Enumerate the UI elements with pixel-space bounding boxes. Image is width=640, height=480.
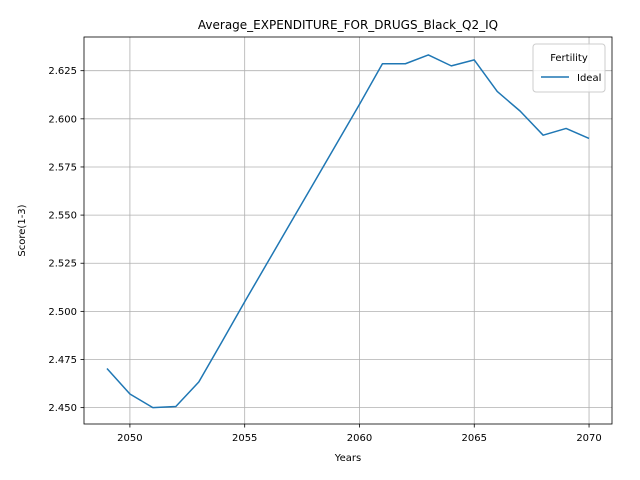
y-tick-label: 2.550	[48, 211, 77, 222]
legend: Fertility Ideal	[532, 43, 606, 93]
grid-lines	[84, 37, 612, 424]
x-tick-label: 2050	[117, 433, 142, 444]
y-axis-label: Score(1-3)	[17, 204, 28, 256]
y-tick-label: 2.525	[48, 259, 77, 270]
series-line-ideal	[106, 54, 590, 409]
legend-title: Fertility	[550, 53, 588, 64]
plot-frame	[83, 36, 613, 425]
legend-box	[532, 43, 606, 93]
y-tick-label: 2.575	[48, 162, 77, 173]
y-tick-label: 2.600	[48, 114, 77, 125]
y-tick-label: 2.500	[48, 307, 77, 318]
legend-label-ideal: Ideal	[577, 73, 601, 84]
y-tick-label: 2.475	[48, 355, 77, 366]
x-tick-label: 2070	[576, 433, 601, 444]
y-tick-label: 2.625	[48, 66, 77, 77]
axis-ticks: 2050 2055 2060 2065 2070 2.450 2.475 2.500 2.525…	[48, 66, 601, 444]
series-layer	[106, 54, 590, 409]
x-axis-label: Years	[334, 453, 361, 464]
chart-title: Average_EXPENDITURE_FOR_DRUGS_Black_Q2_I…	[198, 18, 498, 32]
x-tick-label: 2055	[232, 433, 257, 444]
x-tick-label: 2060	[347, 433, 372, 444]
y-tick-label: 2.450	[48, 403, 77, 414]
x-tick-label: 2065	[462, 433, 487, 444]
